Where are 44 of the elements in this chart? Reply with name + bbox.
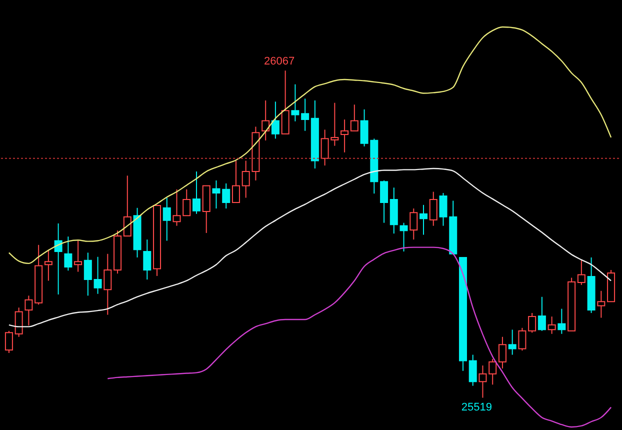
candlestick <box>281 70 290 134</box>
candlestick <box>54 222 62 295</box>
candlestick <box>143 239 152 280</box>
candlestick <box>4 330 13 354</box>
candlestick <box>64 236 72 272</box>
candlestick <box>597 290 606 318</box>
candlestick <box>84 252 92 296</box>
candlestick <box>518 327 526 352</box>
candlestick <box>222 182 230 209</box>
candlestick <box>212 180 220 209</box>
candlestick <box>74 240 82 272</box>
text: 25519 <box>461 402 492 414</box>
candlestick <box>577 260 586 286</box>
candlestick <box>380 180 388 224</box>
candlestick <box>538 296 546 332</box>
candlestick <box>350 104 358 132</box>
candlestick <box>262 100 270 141</box>
candlestick <box>94 256 102 294</box>
candlestick <box>400 222 408 252</box>
candlestick <box>429 191 438 226</box>
candlestick <box>340 119 349 153</box>
candlestick <box>162 197 171 242</box>
candlestick <box>478 365 487 398</box>
candlestick <box>301 98 310 132</box>
candlestick <box>192 170 200 214</box>
candlestick <box>439 192 448 226</box>
candlestick <box>468 354 477 386</box>
candlestick <box>410 208 418 240</box>
candlestick <box>271 101 280 140</box>
candlestick <box>498 336 506 369</box>
candlestick <box>232 160 240 204</box>
candlestick <box>508 329 516 356</box>
candlestick <box>104 253 112 316</box>
candlestick <box>548 316 556 334</box>
candlestick <box>488 358 497 386</box>
candlestick <box>291 84 300 122</box>
candlestick <box>558 308 566 334</box>
candlestick <box>123 175 132 236</box>
candlestick <box>528 312 536 334</box>
candlestick <box>44 249 52 282</box>
text: 26067 <box>264 56 295 68</box>
candlestick <box>420 204 428 236</box>
candlestick <box>24 295 33 326</box>
candlestick <box>14 307 23 338</box>
